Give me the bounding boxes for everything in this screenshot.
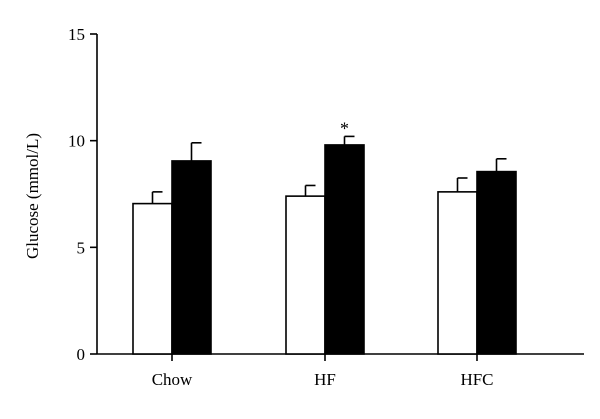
bar-hfc-series-1 [437,191,478,355]
x-tick-label-hfc: HFC [460,370,493,389]
significance-marker: * [340,118,349,138]
y-axis-title: Glucose (mmol/L) [23,133,42,259]
y-tick-label: 10 [68,132,85,151]
y-tick-label: 15 [68,25,85,44]
annotations: * [340,118,349,138]
bar-chow-series-1 [132,202,173,355]
y-axis: 0 5 10 15 [68,25,98,364]
y-tick-label: 0 [77,345,86,364]
x-tick-label-hf: HF [314,370,336,389]
error-bars [151,135,507,204]
bar-hfc-series-2 [476,170,517,355]
y-tick-label: 5 [77,238,86,257]
bar-chow-series-2 [171,160,212,355]
x-tick-label-chow: Chow [152,370,193,389]
bars [132,144,517,355]
x-axis [97,353,584,361]
bar-hf-series-1 [285,195,326,355]
bar-hf-series-2 [324,144,365,355]
category-labels: Chow HF HFC [152,370,494,389]
